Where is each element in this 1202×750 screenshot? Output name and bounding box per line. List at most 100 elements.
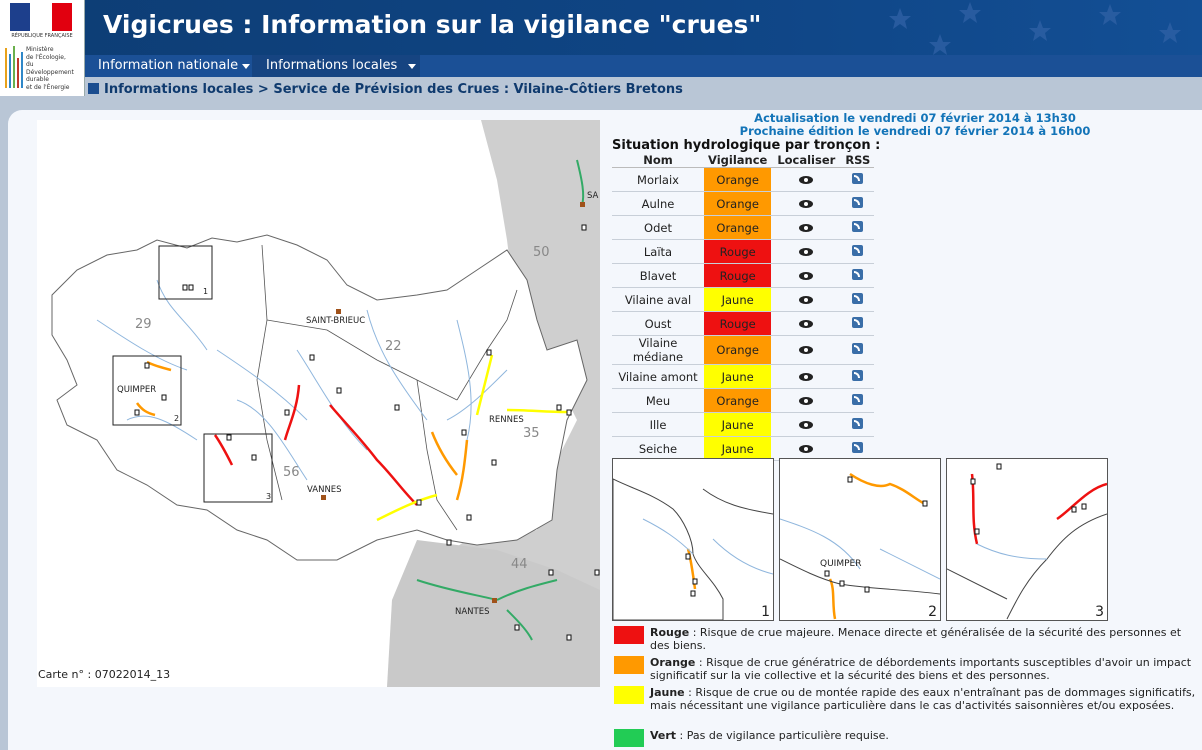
localiser-cell[interactable] [771,311,842,336]
breadcrumb-square-icon [88,83,99,94]
eye-icon[interactable] [799,295,814,304]
eye-icon[interactable] [799,319,814,328]
vigilance-level: Jaune [704,436,772,461]
localiser-cell[interactable] [771,436,842,461]
rss-cell[interactable] [841,167,875,192]
rss-icon[interactable] [852,244,864,256]
dept-29-label: 29 [135,317,152,332]
table-row: Blavet Rouge [612,263,875,288]
eye-icon[interactable] [799,396,814,405]
rss-icon[interactable] [852,417,864,429]
troncon-name: Seiche [612,436,704,461]
rss-cell[interactable] [841,364,875,389]
breadcrumb: Informations locales > Service de Prévis… [88,82,683,97]
box-1-label: 1 [203,287,208,296]
troncon-name: Morlaix [612,167,704,192]
rss-icon[interactable] [852,268,864,280]
dept-50-label: 50 [533,245,550,260]
inset-map-3[interactable]: 3 [946,458,1108,621]
inset-map-2[interactable]: QUIMPER 2 [779,458,941,621]
dept-44-label: 44 [511,557,528,572]
col-localiser: Localiser [771,153,842,168]
eye-icon[interactable] [799,247,814,256]
inset-2-number: 2 [928,604,937,620]
nav-informations-locales[interactable]: Informations locales [252,55,420,77]
dept-56-label: 56 [283,465,300,480]
rss-cell[interactable] [841,311,875,336]
rss-icon[interactable] [852,393,864,405]
rss-icon[interactable] [852,172,864,184]
nav-information-nationale[interactable]: Information nationale [84,55,255,77]
legend-vert-swatch [614,729,644,747]
map-svg: 29 22 35 56 44 50 SAINT-BRIEUC QUIMPER R… [51,120,600,687]
rss-cell[interactable] [841,287,875,312]
troncon-name: Vilaine médiane [612,335,704,365]
legend-jaune-swatch [614,686,644,704]
troncon-name: Vilaine amont [612,364,704,389]
localiser-cell[interactable] [771,388,842,413]
table-row: Meu Orange [612,388,875,413]
ministry-bars-icon [5,46,23,88]
vigilance-table: Nom Vigilance Localiser RSS Morlaix Orang… [612,153,875,461]
localiser-cell[interactable] [771,263,842,288]
dept-22-label: 22 [385,339,402,354]
table-row: Vilaine amont Jaune [612,364,875,389]
eye-icon[interactable] [799,420,814,429]
page-header: Vigicrues : Information sur la vigilance… [0,0,1202,55]
localiser-cell[interactable] [771,191,842,216]
rss-icon[interactable] [852,220,864,232]
rss-cell[interactable] [841,436,875,461]
localiser-cell[interactable] [771,239,842,264]
chevron-down-icon [242,64,250,69]
table-row: Ille Jaune [612,412,875,437]
situation-title: Situation hydrologique par tronçon : [612,138,881,153]
table-row: Morlaix Orange [612,167,875,192]
localiser-cell[interactable] [771,287,842,312]
inset-map-1[interactable]: 1 [612,458,774,621]
vigilance-level: Jaune [704,412,772,437]
chevron-down-icon [408,64,416,69]
vigilance-level: Orange [704,167,772,192]
rss-cell[interactable] [841,335,875,365]
vigilance-level: Rouge [704,311,772,336]
rss-cell[interactable] [841,239,875,264]
republique-francaise-text: RÉPUBLIQUE FRANÇAISE [11,33,73,39]
eye-icon[interactable] [799,444,814,453]
eye-icon[interactable] [799,372,814,381]
rss-icon[interactable] [852,316,864,328]
rss-icon[interactable] [852,441,864,453]
troncon-name: Aulne [612,191,704,216]
rss-cell[interactable] [841,388,875,413]
rss-icon[interactable] [852,292,864,304]
rss-cell[interactable] [841,215,875,240]
table-row: Laïta Rouge [612,239,875,264]
eye-icon[interactable] [799,223,814,232]
city-rennes: RENNES [489,415,524,425]
inset-2-city: QUIMPER [820,559,862,569]
rss-cell[interactable] [841,263,875,288]
localiser-cell[interactable] [771,364,842,389]
rss-cell[interactable] [841,191,875,216]
city-vannes: VANNES [307,485,342,495]
vigilance-level: Orange [704,191,772,216]
vigilance-level: Rouge [704,263,772,288]
localiser-cell[interactable] [771,167,842,192]
eye-icon[interactable] [799,175,814,184]
eye-icon[interactable] [799,199,814,208]
vigilance-level: Rouge [704,239,772,264]
rss-icon[interactable] [852,369,864,381]
rss-cell[interactable] [841,412,875,437]
carte-number: Carte n° : 07022014_13 [38,668,171,681]
table-row: Aulne Orange [612,191,875,216]
localiser-cell[interactable] [771,412,842,437]
eye-icon[interactable] [799,346,814,354]
rss-icon[interactable] [852,196,864,208]
rss-icon[interactable] [852,343,864,354]
localiser-cell[interactable] [771,335,842,365]
box-2-label: 2 [174,414,179,423]
localiser-cell[interactable] [771,215,842,240]
vigilance-map[interactable]: 29 22 35 56 44 50 SAINT-BRIEUC QUIMPER R… [37,120,600,687]
dept-35-label: 35 [523,426,540,441]
troncon-name: Laïta [612,239,704,264]
eye-icon[interactable] [799,271,814,280]
